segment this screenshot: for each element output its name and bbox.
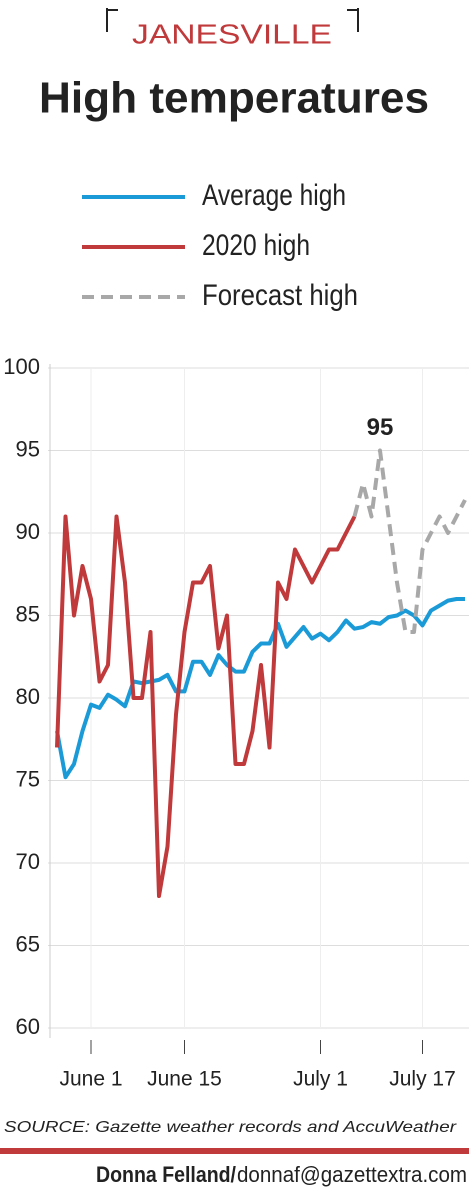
series-line xyxy=(352,448,467,634)
y-tick-label: 65 xyxy=(16,931,40,956)
chart-title: High temperatures xyxy=(39,74,429,123)
y-tick-label: 80 xyxy=(16,684,40,709)
y-tick-label: 60 xyxy=(16,1014,40,1039)
y-tick-label: 85 xyxy=(16,601,40,626)
y-tick-label: 70 xyxy=(16,849,40,874)
x-tick-label: July 1 xyxy=(293,1068,348,1091)
legend-label: Average high xyxy=(202,179,346,212)
rule xyxy=(0,1148,469,1154)
legend-label: 2020 high xyxy=(202,229,310,262)
legend-label: Forecast high xyxy=(202,279,358,312)
byline-name: Donna Felland/ xyxy=(96,1162,236,1187)
y-tick-label: 100 xyxy=(3,354,40,379)
x-tick-label: June 15 xyxy=(147,1068,222,1091)
kicker: JANESVILLE xyxy=(132,18,332,49)
y-tick-label: 95 xyxy=(16,436,40,461)
series-line xyxy=(55,514,357,898)
x-tick-label: June 1 xyxy=(59,1068,122,1091)
y-tick-label: 75 xyxy=(16,766,40,791)
byline-email: donnaf@gazettextra.com xyxy=(237,1162,467,1187)
data-label: 95 xyxy=(367,414,394,441)
y-tick-label: 90 xyxy=(16,519,40,544)
x-tick-label: July 17 xyxy=(389,1068,456,1091)
source: SOURCE: Gazette weather records and Accu… xyxy=(4,1119,457,1136)
series-line xyxy=(55,597,465,780)
